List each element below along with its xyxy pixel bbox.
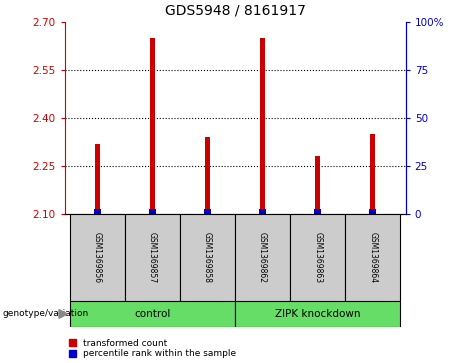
Bar [150, 38, 155, 214]
FancyBboxPatch shape [125, 214, 180, 301]
Bar [260, 38, 265, 214]
Text: GSM1369857: GSM1369857 [148, 232, 157, 283]
Polygon shape [59, 310, 67, 318]
FancyBboxPatch shape [180, 214, 235, 301]
FancyBboxPatch shape [70, 301, 235, 327]
Bar [315, 156, 320, 214]
Bar [95, 144, 100, 214]
Bar [371, 134, 375, 214]
Bar [204, 209, 211, 214]
Bar [314, 209, 321, 214]
Text: GSM1369863: GSM1369863 [313, 232, 322, 283]
Text: genotype/variation: genotype/variation [2, 310, 89, 318]
Bar [369, 209, 376, 214]
Title: GDS5948 / 8161917: GDS5948 / 8161917 [165, 4, 306, 18]
Bar [260, 209, 266, 214]
Bar [94, 209, 101, 214]
FancyBboxPatch shape [235, 214, 290, 301]
FancyBboxPatch shape [70, 214, 125, 301]
FancyBboxPatch shape [345, 214, 400, 301]
Text: GSM1369856: GSM1369856 [93, 232, 102, 283]
Text: GSM1369862: GSM1369862 [258, 232, 267, 283]
Text: GSM1369858: GSM1369858 [203, 232, 212, 283]
Text: GSM1369864: GSM1369864 [368, 232, 377, 283]
FancyBboxPatch shape [235, 301, 400, 327]
Bar [149, 209, 156, 214]
Text: control: control [135, 309, 171, 319]
FancyBboxPatch shape [290, 214, 345, 301]
Bar [206, 137, 210, 214]
Text: ZIPK knockdown: ZIPK knockdown [275, 309, 361, 319]
Legend: transformed count, percentile rank within the sample: transformed count, percentile rank withi… [69, 339, 236, 359]
